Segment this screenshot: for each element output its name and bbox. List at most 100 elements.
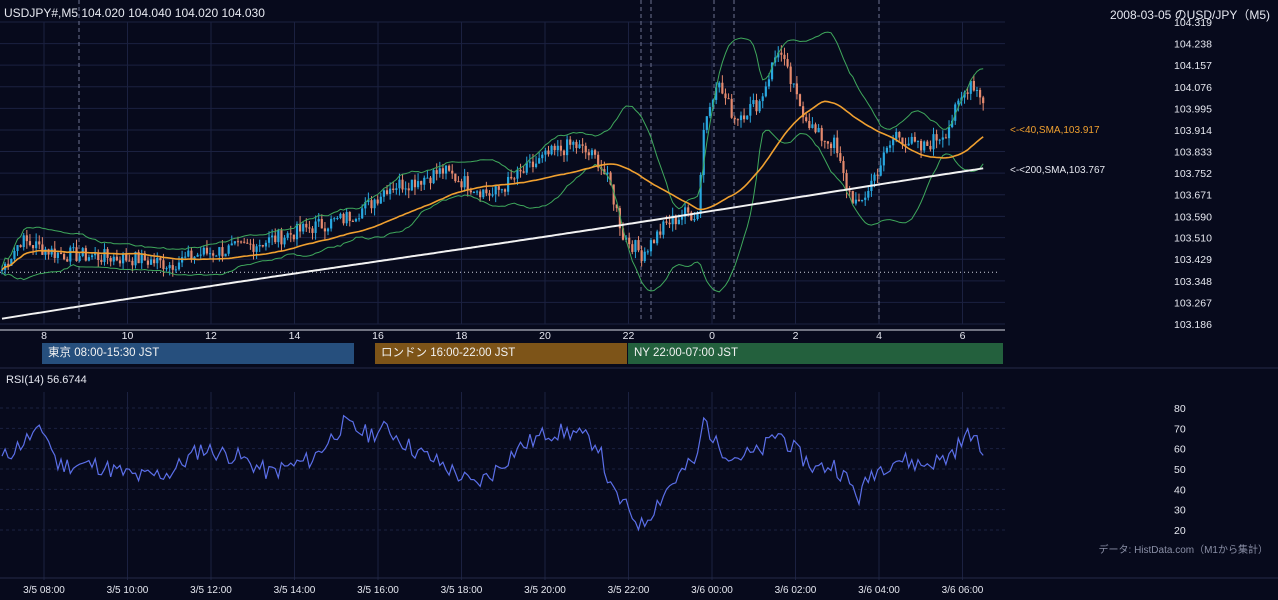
candle [593, 150, 597, 155]
candle [354, 219, 358, 222]
candle [833, 137, 836, 149]
candle [441, 168, 445, 174]
candle [649, 240, 653, 252]
candle [302, 223, 305, 232]
candle [236, 241, 240, 243]
candle [562, 150, 566, 156]
candle [274, 235, 277, 243]
candle [118, 260, 122, 264]
candle [165, 268, 168, 270]
candle [854, 199, 857, 204]
candle [233, 241, 236, 244]
hour-tick: 10 [122, 330, 134, 342]
candle [361, 208, 364, 219]
candle [634, 240, 637, 252]
candle [379, 196, 382, 204]
candle [674, 215, 677, 225]
candle [690, 212, 693, 221]
candle [500, 189, 504, 191]
candle [109, 257, 112, 262]
candle [963, 92, 966, 98]
rsi-y-tick: 30 [1174, 505, 1186, 517]
candle [612, 184, 615, 205]
candle [22, 235, 25, 248]
rsi-line [1, 414, 984, 532]
candle [544, 150, 547, 155]
candle [246, 242, 249, 244]
time-tick: 3/5 16:00 [357, 585, 399, 596]
candle [715, 87, 718, 100]
candle [271, 235, 274, 238]
session-ny: NY 22:00-07:00 JST [628, 343, 1003, 364]
candle [314, 221, 317, 233]
candle [857, 199, 861, 201]
candle [87, 257, 91, 261]
candle [112, 256, 115, 262]
time-tick: 3/6 04:00 [858, 585, 900, 596]
candle [416, 181, 420, 188]
candle [401, 179, 404, 190]
candle [137, 251, 140, 264]
candle [901, 137, 904, 145]
candle [326, 228, 330, 232]
candle [621, 228, 625, 240]
candle [606, 172, 609, 175]
candle [941, 137, 944, 140]
candle [578, 144, 581, 149]
candle [904, 144, 907, 146]
rsi-y-tick: 70 [1174, 423, 1186, 435]
candle [882, 152, 885, 166]
time-tick: 3/6 02:00 [775, 585, 817, 596]
candle [131, 260, 134, 266]
candle [876, 174, 879, 176]
candle [94, 253, 97, 256]
candle [845, 173, 848, 191]
candle [510, 176, 513, 179]
candle [898, 131, 901, 138]
candle [47, 249, 50, 255]
candle [789, 66, 792, 85]
candle [454, 173, 457, 182]
candle [705, 116, 708, 130]
price-y-tick: 104.076 [1174, 82, 1212, 94]
candle [252, 244, 255, 252]
candle [494, 186, 497, 195]
candle [938, 139, 941, 141]
candle [656, 231, 659, 244]
candle [982, 97, 985, 104]
candle [323, 228, 327, 232]
candle [916, 140, 920, 142]
candle [957, 100, 960, 105]
candle [295, 223, 299, 240]
candle [423, 177, 426, 185]
price-y-tick: 103.995 [1174, 103, 1212, 115]
candle [395, 188, 398, 190]
price-y-tick: 103.590 [1174, 211, 1212, 223]
sma40-line [1, 100, 984, 271]
candle [749, 104, 752, 116]
candle [947, 127, 951, 139]
candle [721, 82, 724, 94]
candle [115, 256, 118, 261]
session-london: ロンドン 16:00-22:00 JST [375, 343, 627, 364]
candle [758, 101, 761, 112]
rsi-label: RSI(14) 56.6744 [6, 374, 87, 386]
candle [584, 145, 587, 153]
candle [826, 141, 830, 144]
candle [121, 253, 125, 264]
grid-lines [0, 0, 1005, 580]
time-tick: 3/5 14:00 [274, 585, 316, 596]
candle [730, 98, 733, 118]
candle [215, 255, 218, 257]
candle [432, 170, 435, 184]
candle [174, 269, 177, 271]
hour-tick: 22 [623, 330, 635, 342]
candle [438, 168, 441, 174]
source-note: データ: HistData.com（M1から集計） [1098, 545, 1268, 556]
candle [230, 243, 233, 246]
candle [249, 243, 252, 245]
candle [811, 124, 814, 128]
candle [463, 176, 466, 188]
candle [805, 117, 808, 121]
candle [848, 190, 851, 192]
